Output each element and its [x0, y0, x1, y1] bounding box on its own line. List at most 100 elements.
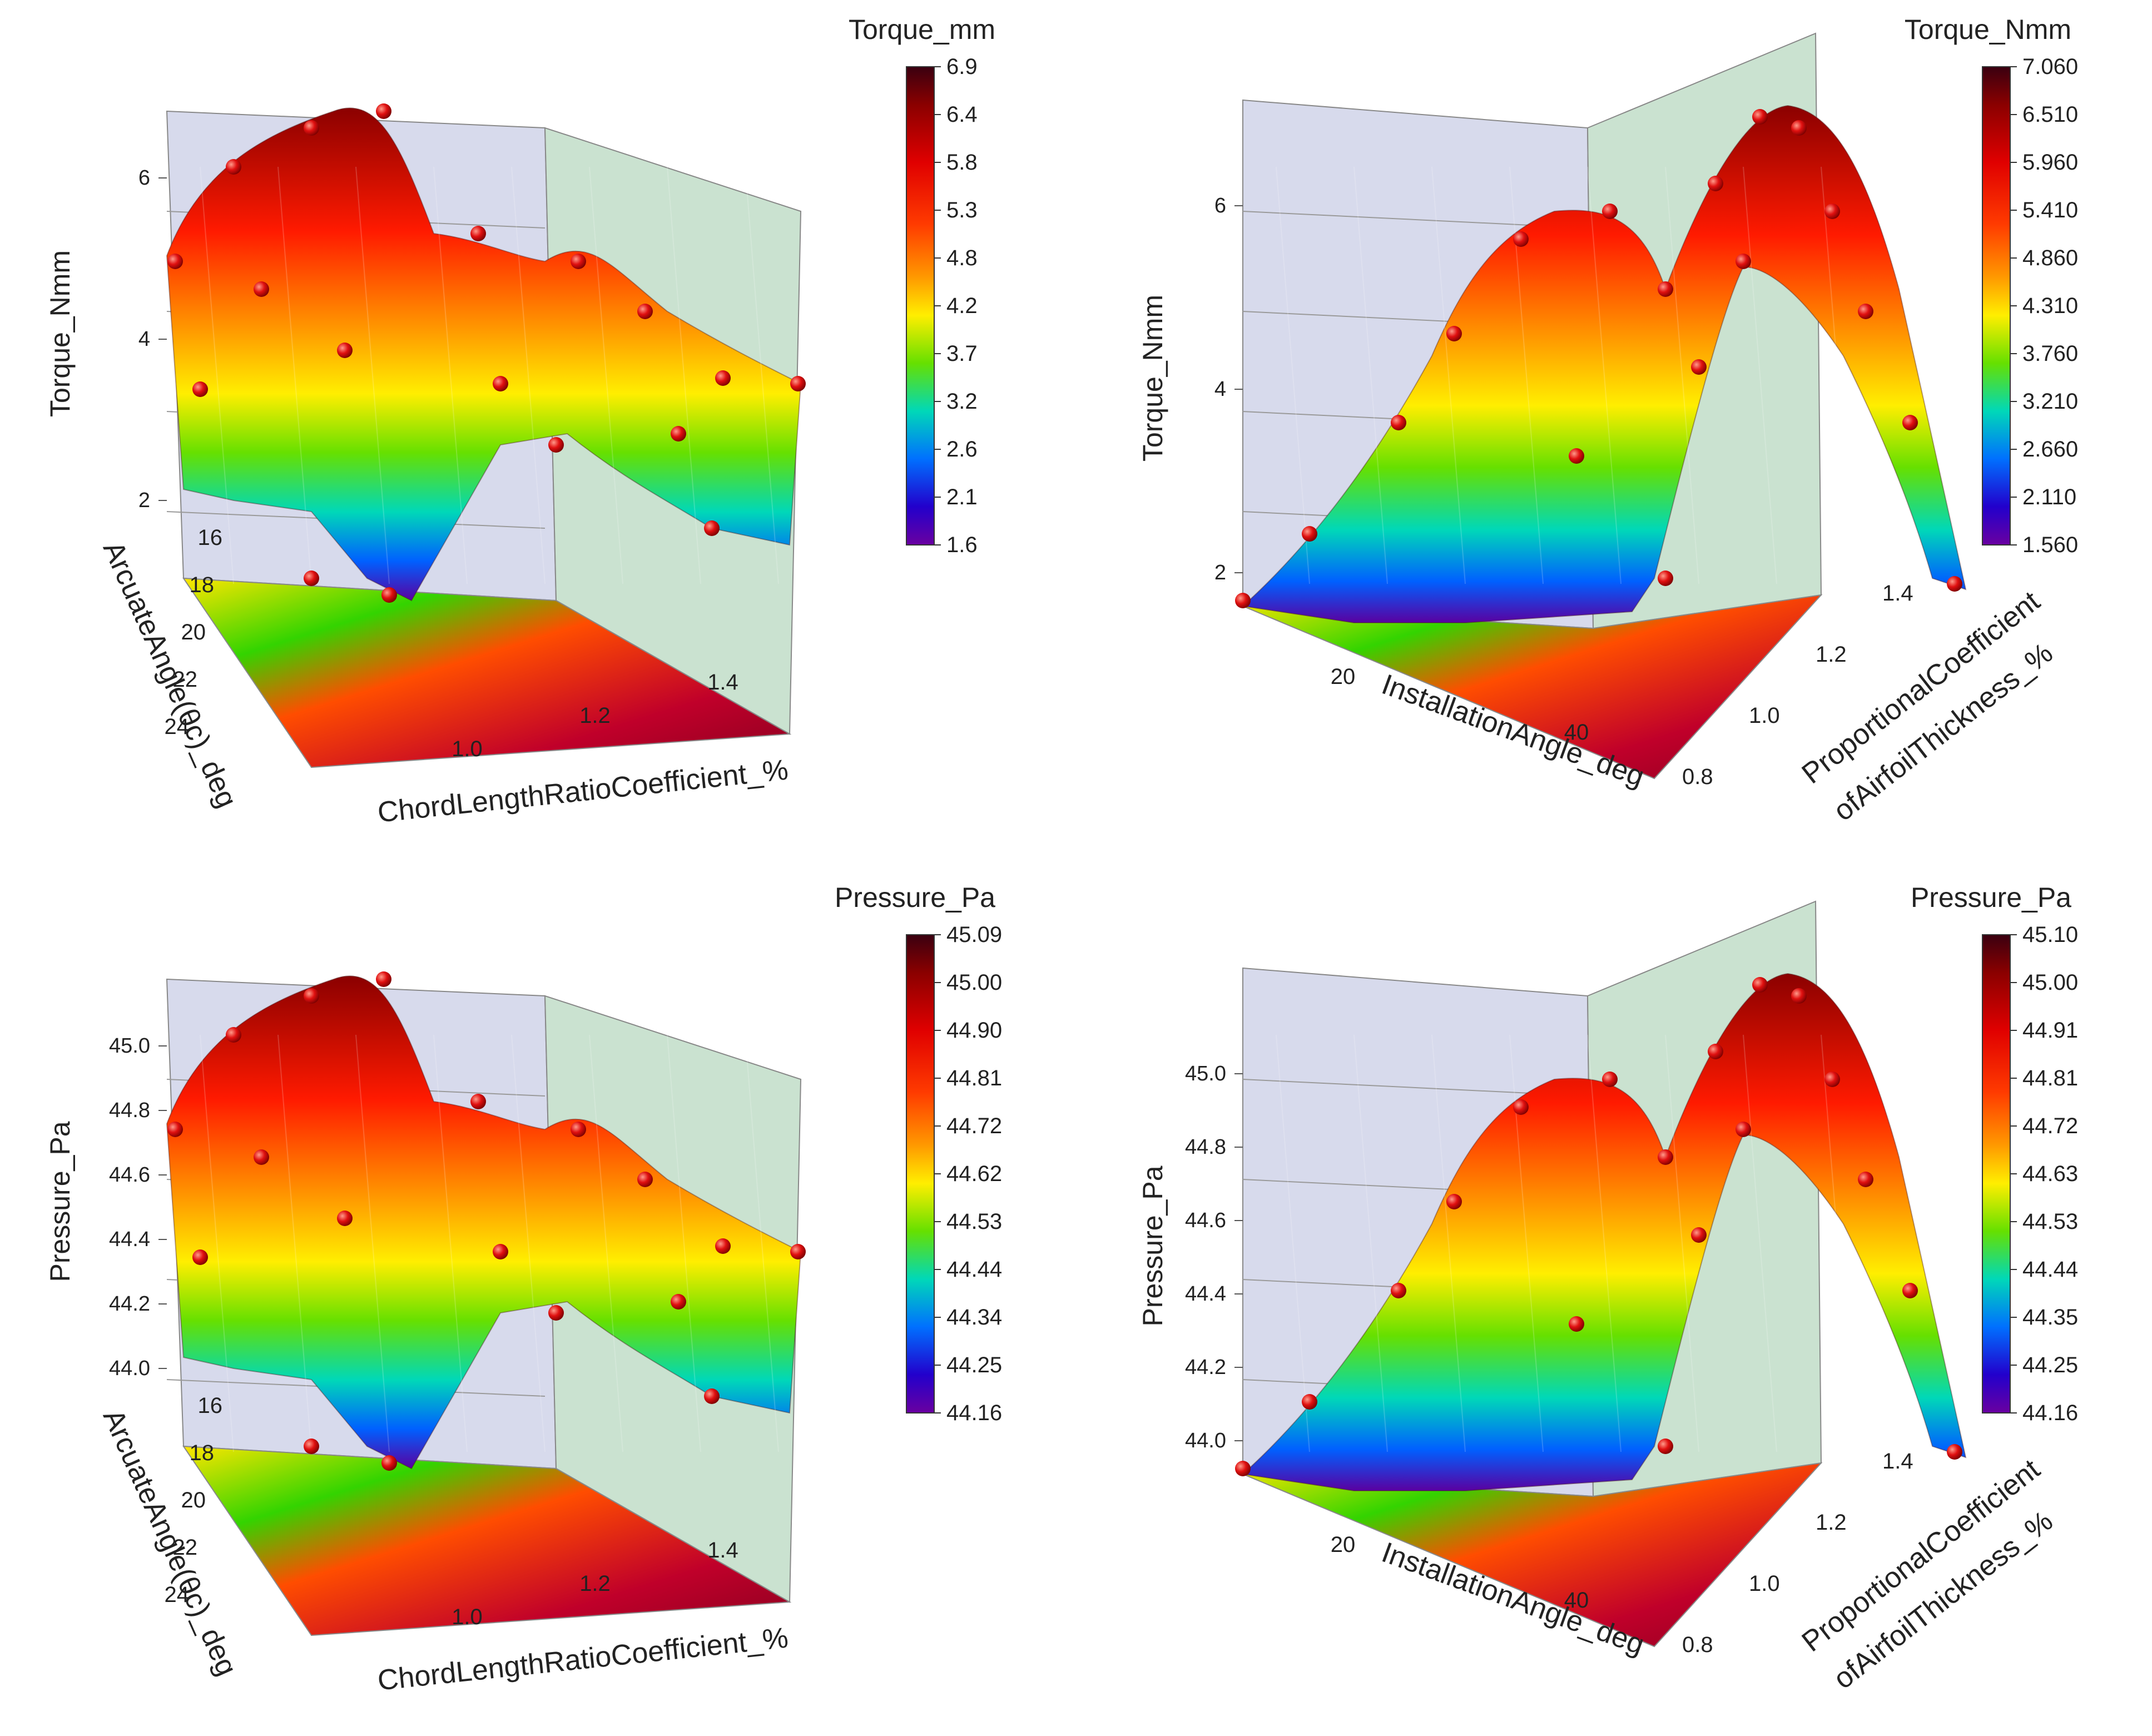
- chart-bottom-right: 45.044.844.644.444.244.0Pressure_Pa2040I…: [1137, 882, 2078, 1695]
- colorbar-tick-label: 44.81: [946, 1066, 1002, 1090]
- colorbar-tick-label: 45.09: [946, 922, 1002, 947]
- z-axis-label: Torque_Nmm: [44, 250, 76, 417]
- colorbar-tick-label: 45.10: [2022, 922, 2078, 947]
- colorbar: [1982, 66, 2011, 545]
- colorbar-tick-label: 4.2: [946, 294, 978, 318]
- sample-point: [1691, 359, 1707, 375]
- mesh-line: [1276, 166, 1310, 584]
- sample-point: [704, 1388, 720, 1404]
- colorbar-tick-label: 4.310: [2022, 294, 2078, 318]
- mesh-line: [589, 1034, 623, 1452]
- response-surface: [166, 107, 802, 602]
- y-tick-label: 18: [190, 573, 215, 597]
- y-tick-label: 1.4: [1882, 581, 1913, 606]
- colorbar-tick-label: 3.210: [2022, 389, 2078, 414]
- y-tick-label: 20: [181, 1488, 206, 1512]
- colorbar-tick-label: 6.4: [946, 102, 978, 127]
- response-surface: [1241, 973, 1967, 1491]
- mesh-line: [277, 1034, 312, 1452]
- sample-point: [192, 381, 208, 397]
- z-tick-label: 6: [138, 166, 150, 190]
- colorbar-tick-label: 44.91: [2022, 1018, 2078, 1043]
- sample-point: [1736, 1122, 1751, 1137]
- sample-point: [1791, 988, 1807, 1004]
- colorbar-title: Torque_Nmm: [1905, 14, 2071, 45]
- x-tick-label: 20: [1331, 1532, 1356, 1557]
- colorbar-tick-label: 5.410: [2022, 198, 2078, 222]
- sample-point: [548, 1305, 564, 1321]
- sample-point: [1569, 448, 1584, 464]
- sample-point: [1736, 254, 1751, 269]
- z-axis-label: Torque_Nmm: [1137, 295, 1168, 462]
- colorbar-tick-label: 2.1: [946, 485, 978, 509]
- colorbar-title: Pressure_Pa: [1911, 882, 2071, 913]
- colorbar-title: Pressure_Pa: [835, 882, 995, 913]
- mesh-line: [511, 166, 546, 584]
- z-tick-label: 44.2: [1185, 1356, 1226, 1379]
- colorbar-tick-label: 44.72: [946, 1114, 1002, 1138]
- x-tick-label: 1.0: [452, 737, 483, 761]
- x-tick-label: 1.0: [452, 1605, 483, 1629]
- sample-point: [1691, 1227, 1707, 1243]
- z-tick-label: 44.8: [109, 1099, 150, 1122]
- sample-point: [226, 159, 241, 175]
- sample-point: [381, 1455, 397, 1471]
- x-tick-label: 1.4: [707, 670, 738, 695]
- mesh-line: [355, 166, 390, 584]
- sample-point: [1947, 1444, 1962, 1460]
- mesh-line: [1743, 1034, 1777, 1452]
- z-tick-label: 44.4: [109, 1228, 150, 1251]
- sample-point: [790, 1244, 806, 1259]
- sample-point: [790, 376, 806, 391]
- contour-floor: [182, 577, 792, 768]
- response-surface: [1241, 105, 1967, 623]
- sample-point: [1858, 1172, 1873, 1187]
- response-surface: [166, 975, 802, 1470]
- colorbar-tick-label: 44.81: [2022, 1066, 2078, 1090]
- mesh-line: [200, 166, 234, 584]
- mesh-line: [511, 1034, 546, 1452]
- sample-point: [192, 1249, 208, 1265]
- sample-point: [548, 437, 564, 453]
- colorbar-tick-label: 3.2: [946, 389, 978, 414]
- colorbar: [906, 66, 935, 545]
- colorbar-tick-label: 6.510: [2022, 102, 2078, 127]
- sample-point: [1391, 1283, 1406, 1298]
- mesh-line: [1821, 166, 1855, 584]
- colorbar-tick-label: 44.16: [2022, 1401, 2078, 1425]
- sample-point: [337, 1211, 353, 1226]
- sample-point: [1513, 231, 1529, 247]
- colorbar-tick-label: 44.90: [946, 1018, 1002, 1043]
- y-tick-label: 1.2: [1816, 1510, 1847, 1535]
- z-tick-label: 4: [138, 328, 150, 351]
- colorbar-tick-label: 3.7: [946, 341, 978, 366]
- y-tick-label: 1.2: [1816, 642, 1847, 667]
- sample-point: [1708, 1044, 1723, 1059]
- sample-point: [304, 1439, 319, 1454]
- y-tick-label: 1.0: [1749, 1571, 1780, 1596]
- y-tick-label: 24: [165, 1583, 190, 1607]
- x-tick-label: 1.4: [707, 1538, 738, 1563]
- z-tick-label: 44.0: [109, 1357, 150, 1380]
- mesh-line: [1587, 1034, 1622, 1452]
- colorbar-tick-label: 2.660: [2022, 437, 2078, 462]
- x-tick-label: 1.2: [579, 1571, 611, 1596]
- sample-point: [376, 103, 391, 119]
- colorbar-tick-label: 44.44: [2022, 1257, 2078, 1282]
- sample-point: [226, 1027, 241, 1043]
- sample-point: [571, 1122, 586, 1137]
- z-tick-label: 44.2: [109, 1292, 150, 1316]
- sample-point: [671, 426, 686, 442]
- sample-point: [1658, 571, 1673, 586]
- sample-point: [637, 1172, 653, 1187]
- sample-point: [1235, 593, 1251, 608]
- mesh-line: [1353, 166, 1388, 584]
- sample-point: [1391, 415, 1406, 430]
- x-axis-label: ChordLengthRatioCoefficient_%: [376, 1621, 790, 1697]
- sample-point: [715, 1238, 731, 1254]
- colorbar-tick-label: 44.16: [946, 1401, 1002, 1425]
- colorbar-tick-label: 5.3: [946, 198, 978, 222]
- colorbar-tick-label: 5.8: [946, 150, 978, 175]
- z-tick-label: 2: [1214, 561, 1226, 584]
